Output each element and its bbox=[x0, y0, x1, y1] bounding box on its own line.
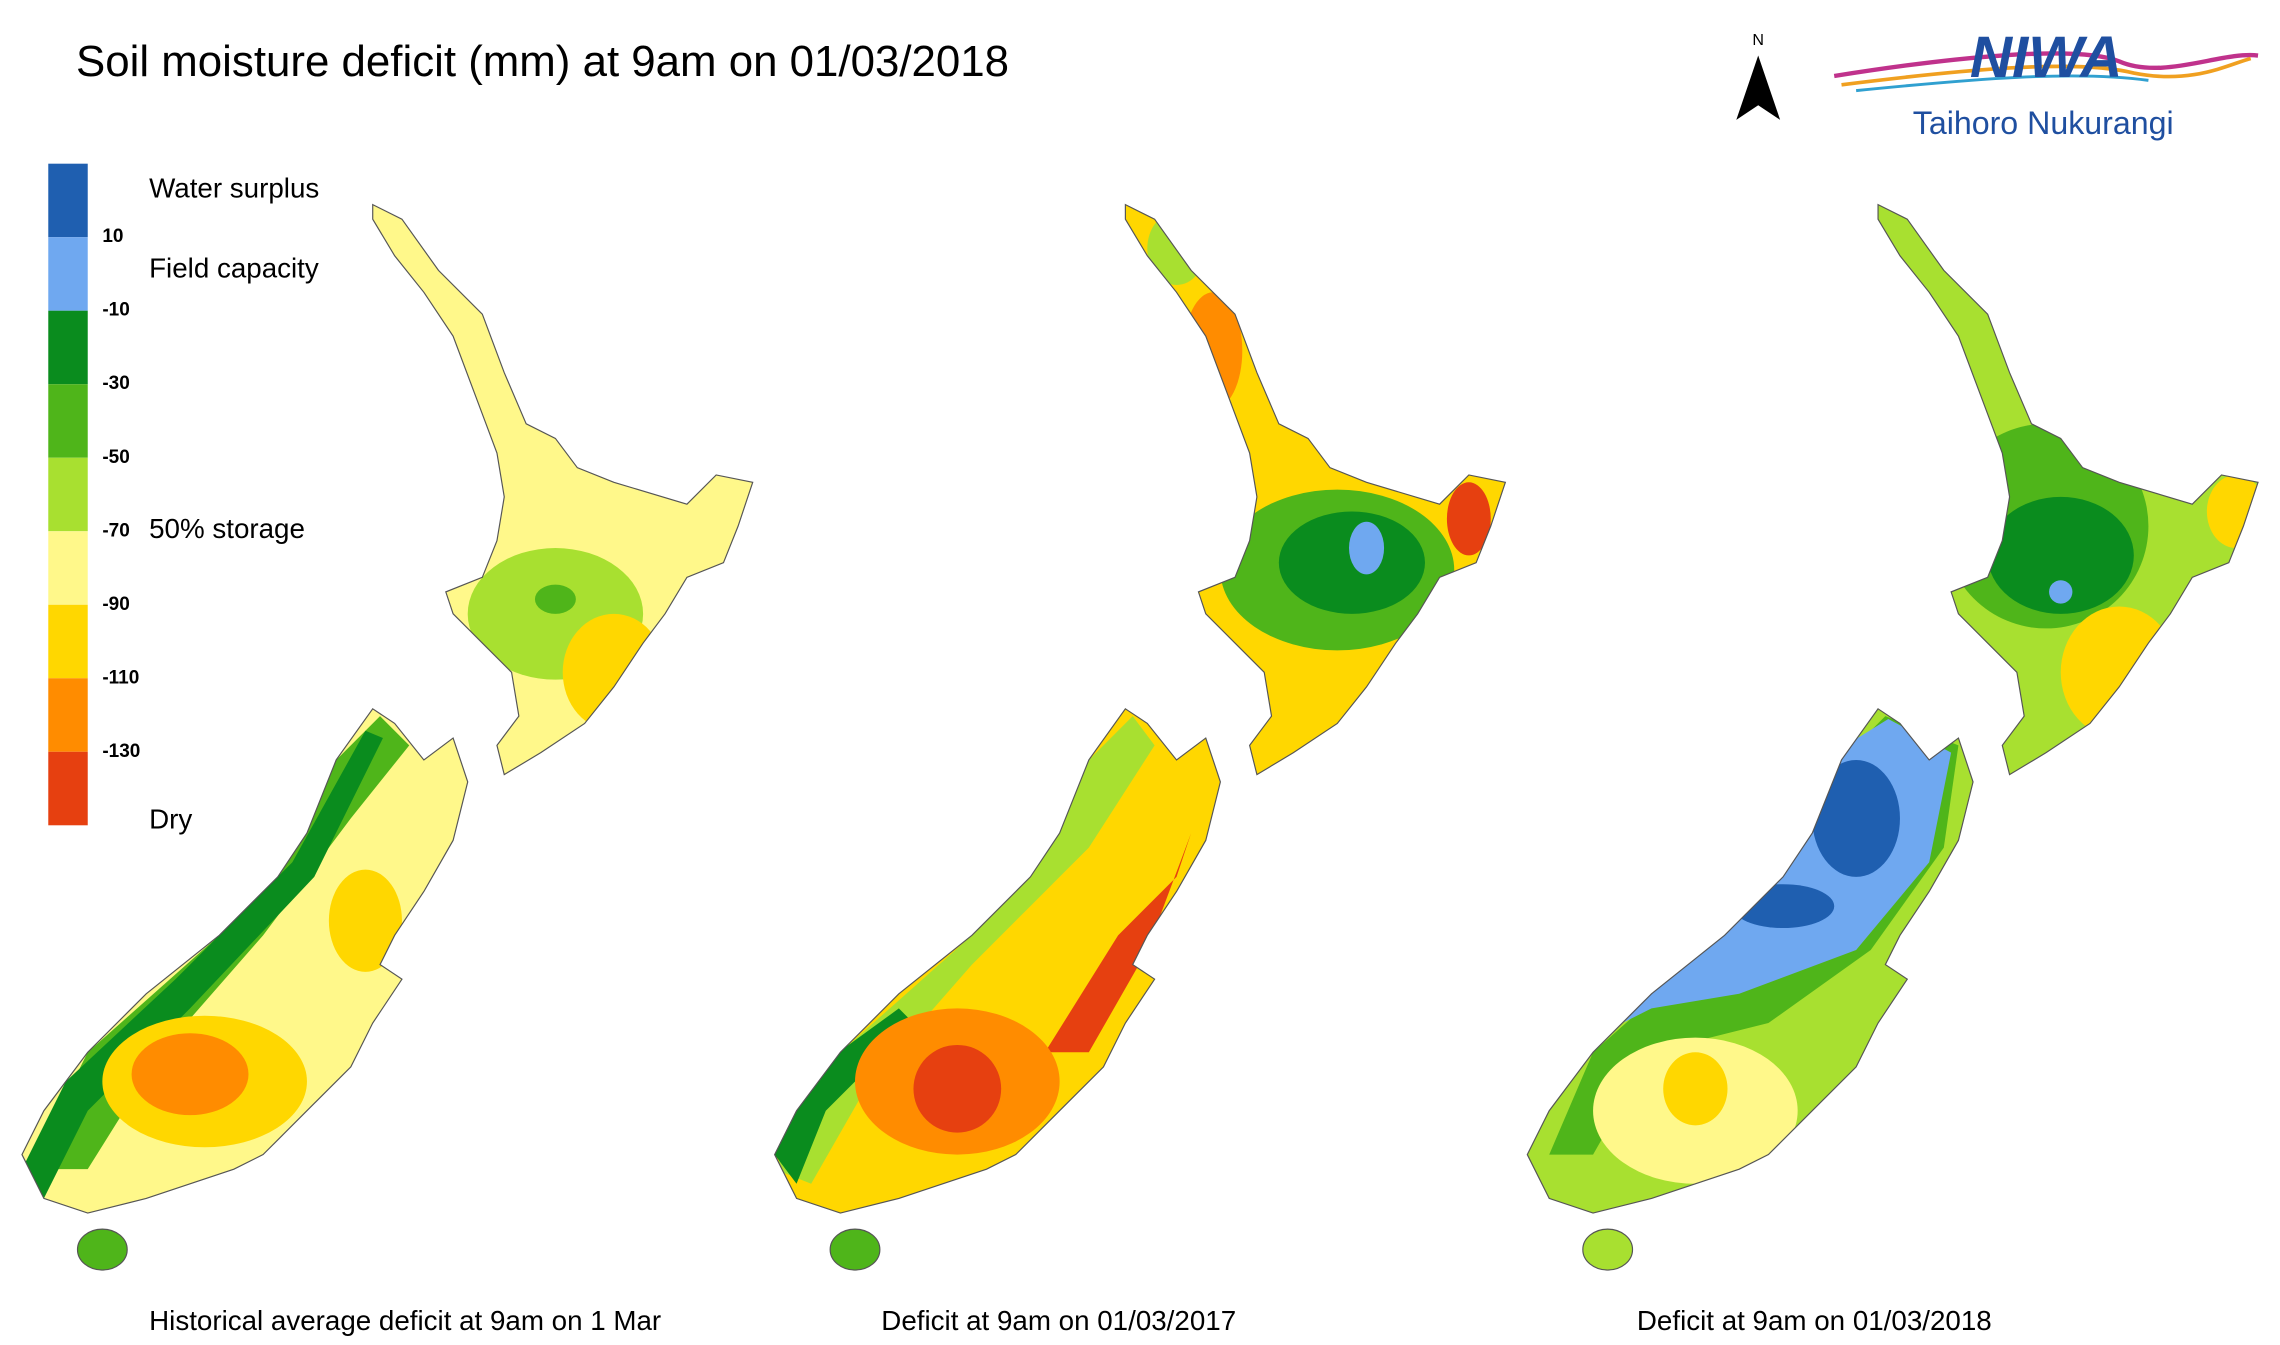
map-region bbox=[1731, 884, 1835, 929]
legend-swatch bbox=[48, 531, 88, 605]
map-region bbox=[1446, 482, 1491, 556]
map-region bbox=[1582, 1229, 1633, 1271]
legend-annotation: Field capacity bbox=[149, 253, 319, 284]
map-region bbox=[1147, 211, 1206, 285]
panel-caption: Deficit at 9am on 01/03/2017 bbox=[881, 1305, 1236, 1336]
legend-swatch bbox=[48, 457, 88, 532]
legend-swatch bbox=[48, 678, 88, 752]
map-region bbox=[131, 1033, 249, 1116]
legend: 10 -10 -30 -50 -70 -90 -110 -130 Water surplus Fi… bbox=[48, 163, 319, 835]
map-region bbox=[1278, 511, 1425, 614]
map-panel bbox=[1526, 204, 2259, 1271]
map-panel bbox=[774, 204, 1506, 1271]
map-region bbox=[1987, 496, 2134, 614]
logo-name: NIWA bbox=[1970, 25, 2123, 90]
logo-swoosh bbox=[1833, 51, 2259, 79]
legend-swatch bbox=[48, 163, 88, 238]
logo-swoosh bbox=[1855, 74, 2149, 93]
compass-label: N bbox=[1752, 31, 1764, 49]
legend-swatch bbox=[48, 384, 88, 458]
north-arrow bbox=[1736, 55, 1781, 120]
map-region bbox=[77, 1229, 128, 1271]
map-fill bbox=[1527, 204, 2259, 1271]
legend-swatch bbox=[48, 310, 88, 385]
legend-tick-label: -90 bbox=[102, 594, 129, 615]
map-region bbox=[913, 1044, 1002, 1133]
map-region bbox=[562, 613, 666, 731]
map-region bbox=[2049, 580, 2073, 604]
map-region bbox=[1183, 292, 1243, 410]
legend-tick-label: 10 bbox=[102, 226, 123, 247]
map-fill bbox=[774, 204, 1506, 1271]
map-region bbox=[1045, 833, 1192, 1053]
legend-swatch bbox=[48, 237, 88, 311]
legend-tick-label: -30 bbox=[102, 373, 129, 394]
legend-annotation: Water surplus bbox=[149, 172, 319, 203]
logo-subtitle: Taihoro Nukurangi bbox=[1913, 105, 2174, 141]
logo-swoosh bbox=[1841, 56, 2252, 87]
legend-tick-label: -10 bbox=[102, 300, 129, 321]
legend-swatch bbox=[48, 604, 88, 679]
legend-tick-label: -50 bbox=[102, 447, 129, 468]
title: Soil moisture deficit (mm) at 9am on 01/… bbox=[76, 37, 1009, 86]
legend-swatch bbox=[48, 751, 88, 826]
map-region bbox=[328, 869, 402, 972]
map-region bbox=[534, 584, 576, 614]
map-region bbox=[1663, 1052, 1728, 1126]
panel-caption: Historical average deficit at 9am on 1 M… bbox=[149, 1305, 661, 1336]
map-region bbox=[2060, 606, 2178, 739]
map-region bbox=[1348, 521, 1385, 575]
legend-annotation: Dry bbox=[149, 804, 192, 835]
map-fill bbox=[21, 204, 753, 1271]
map-panel bbox=[21, 204, 754, 1271]
panel-caption: Deficit at 9am on 01/03/2018 bbox=[1637, 1305, 1992, 1336]
map-region bbox=[1812, 759, 1900, 877]
map-region bbox=[830, 1229, 880, 1271]
legend-tick-label: -70 bbox=[102, 520, 129, 541]
legend-tick-label: -130 bbox=[102, 741, 140, 762]
legend-tick-label: -110 bbox=[102, 667, 139, 688]
legend-annotation: 50% storage bbox=[149, 513, 305, 544]
